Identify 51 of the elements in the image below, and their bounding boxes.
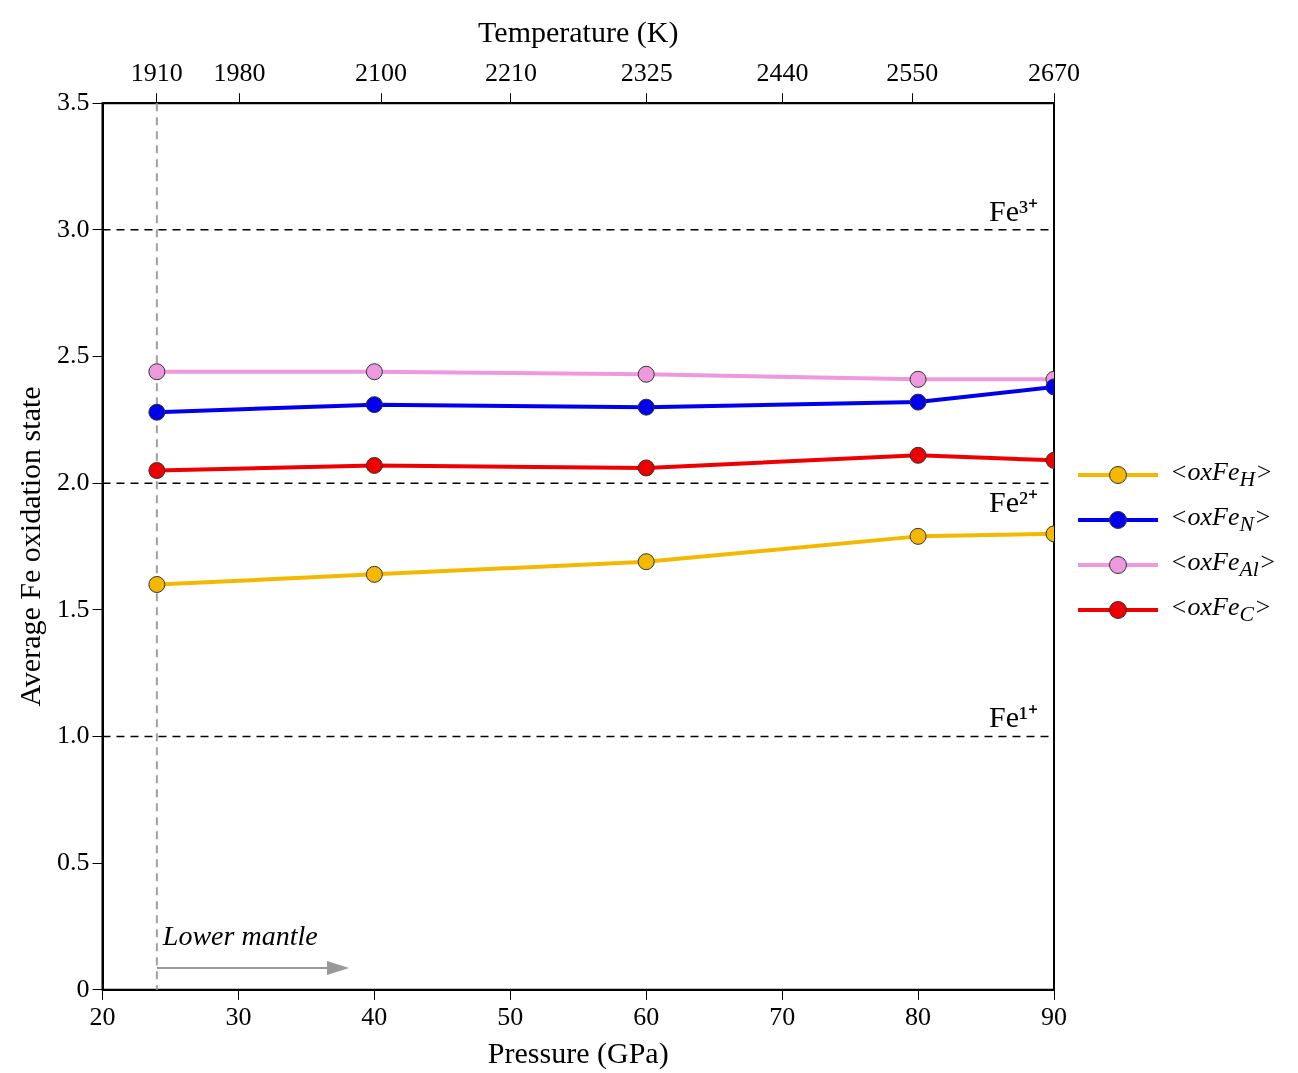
point (637, 553, 655, 571)
ref-line-label: Fe²⁺ (989, 485, 1038, 519)
y-tick-label: 3.0 (57, 213, 90, 243)
legend-label: <oxFe$_{Al}$> (1170, 546, 1277, 583)
y-tick-label: 1.0 (57, 720, 90, 750)
x2-tick-label: 2100 (355, 58, 408, 88)
x-tick-label: 80 (905, 1002, 932, 1032)
x-tick-label: 30 (225, 1002, 252, 1032)
y-tick-label: 3.5 (57, 87, 90, 117)
point (909, 527, 927, 545)
point (148, 403, 166, 421)
annotation: Lower mantle (161, 920, 318, 952)
x2-tick-label: 2440 (756, 58, 809, 88)
legend-label: <oxFe$_{H}$> (1170, 456, 1273, 493)
point (637, 459, 655, 477)
x2-axis-title: Temperature (K) (478, 14, 679, 49)
point (365, 456, 383, 474)
y-tick-label: 0.5 (57, 846, 90, 876)
x-axis-title: Pressure (GPa) (487, 1035, 669, 1070)
point (365, 565, 383, 583)
y-tick-label: 1.5 (57, 593, 90, 623)
x-tick-label: 20 (89, 1002, 116, 1032)
y-axis-title: Average Fe oxidation state (12, 386, 46, 707)
x-tick-label: 90 (1041, 1002, 1067, 1032)
point (909, 446, 927, 464)
y-tick-label: 2.0 (57, 467, 90, 496)
legend-label: <oxFe$_{N}$> (1170, 501, 1272, 538)
x2-tick-label: 1910 (130, 58, 183, 88)
point (909, 393, 927, 411)
x2-tick-label: 2670 (1028, 58, 1080, 88)
point (365, 363, 383, 381)
point (909, 370, 927, 388)
x-tick-label: 70 (769, 1002, 796, 1032)
x2-tick-label: 2210 (484, 58, 537, 88)
ref-line-label: Fe¹⁺ (989, 700, 1038, 734)
x-tick-label: 50 (497, 1002, 524, 1032)
point (365, 396, 383, 414)
point (148, 576, 166, 593)
x2-tick-label: 2325 (620, 58, 673, 88)
legend-label: <oxFe$_{C}$> (1170, 591, 1272, 628)
x-tick-label: 40 (361, 1002, 388, 1032)
x2-tick-label: 2550 (886, 58, 939, 88)
x-tick-label: 60 (633, 1002, 660, 1032)
ref-line-label: Fe³⁺ (989, 193, 1038, 227)
point (148, 462, 166, 480)
point (637, 398, 655, 416)
y-tick-label: 2.5 (57, 340, 90, 370)
x2-tick-label: 1980 (213, 58, 266, 88)
point (148, 363, 166, 381)
y-tick-label: 0 (76, 973, 90, 1003)
point (637, 365, 655, 383)
